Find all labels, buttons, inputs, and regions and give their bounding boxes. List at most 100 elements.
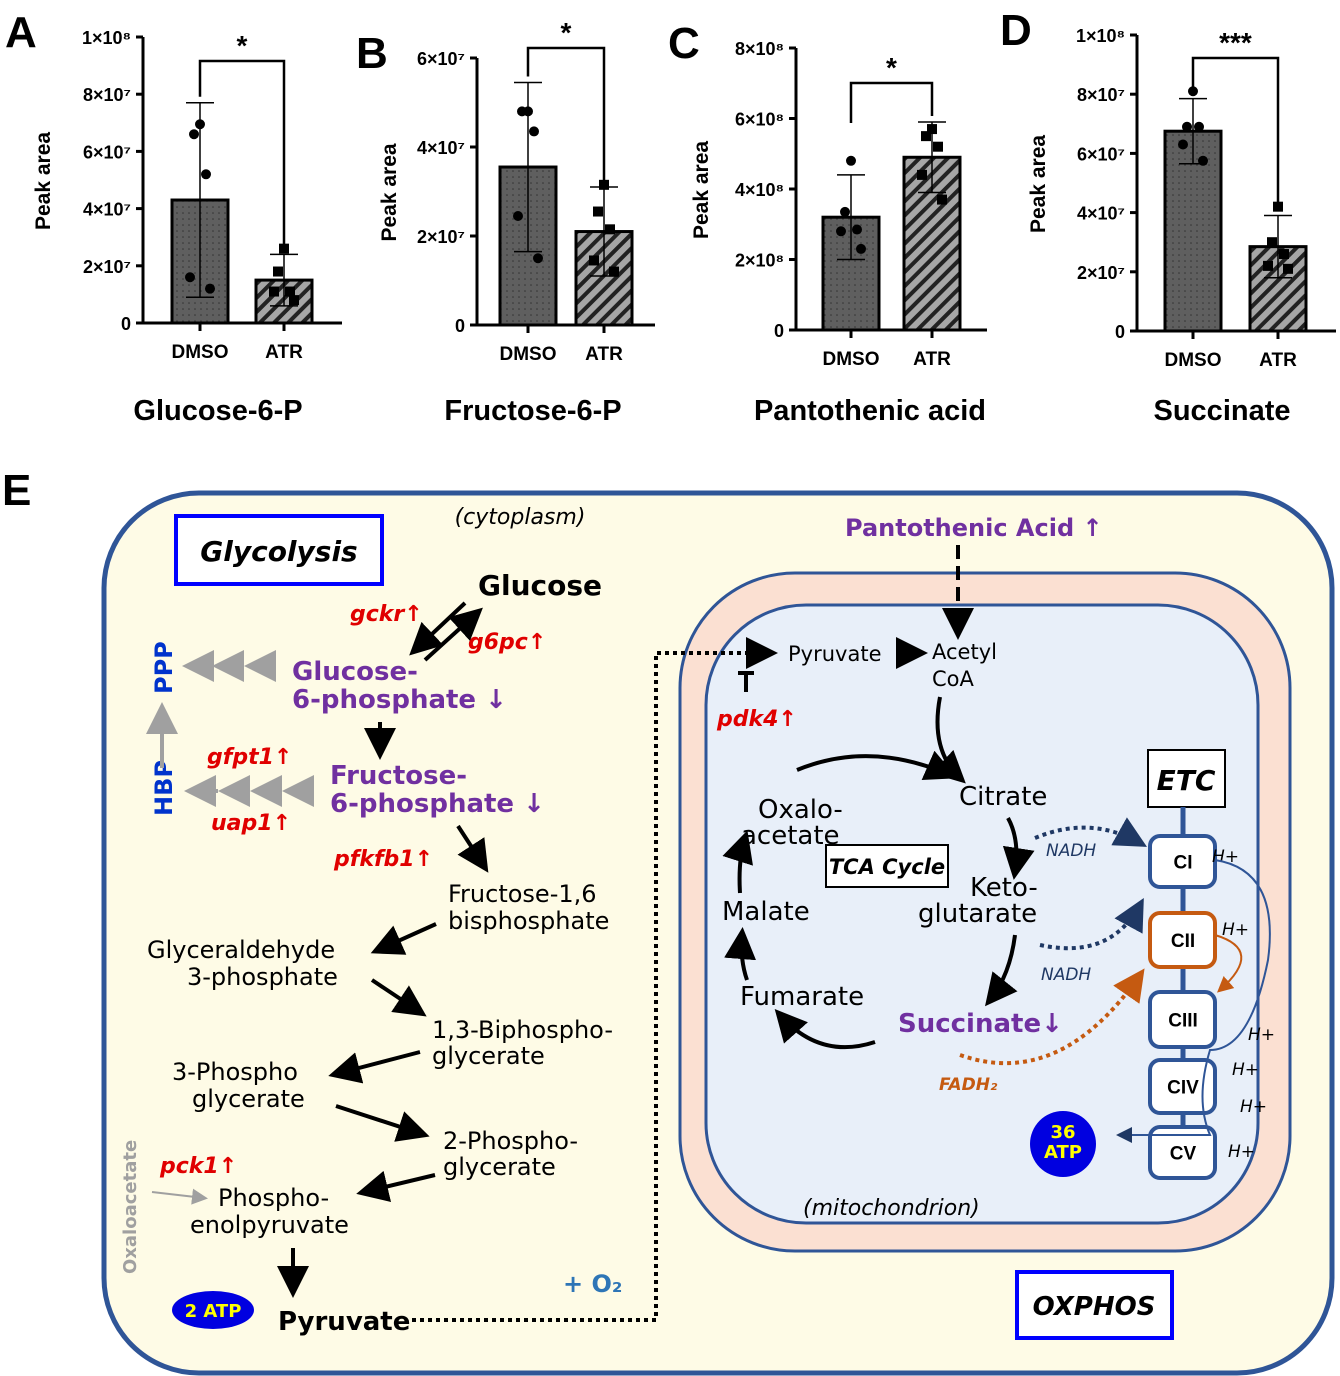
- arrow-oxalo-to-citrate: [796, 750, 958, 781]
- data-point: [1178, 139, 1188, 150]
- proton-label: H+: [1232, 1060, 1259, 1080]
- chart-title: Glucose-6-P: [133, 395, 302, 427]
- complex-label: CI: [1174, 853, 1193, 874]
- y-tick-label: 0: [121, 314, 131, 334]
- arrow-oxaloacetate-to-pep: [151, 1188, 208, 1205]
- 1-3-biphosphoglycerate-line2: glycerate: [432, 1042, 545, 1070]
- y-axis-label: Peak area: [1027, 135, 1050, 233]
- chart-title: Succinate: [1154, 395, 1291, 427]
- fructose-6-phosphate: Fructose-: [330, 761, 467, 791]
- proton-label: H+: [1228, 1142, 1255, 1162]
- arrow-succinate-to-fumarate: [774, 1009, 876, 1050]
- data-point: [1279, 249, 1289, 260]
- data-point: [593, 206, 603, 217]
- data-point: [273, 266, 283, 277]
- y-tick-label: 0: [774, 321, 784, 341]
- 3-phosphoglycerate: 3-Phospho: [172, 1058, 298, 1086]
- oxygen-label: + O₂: [563, 1270, 622, 1298]
- data-point: [1194, 121, 1204, 132]
- data-point: [1263, 260, 1273, 271]
- x-tick-label: DMSO: [172, 342, 229, 363]
- data-point: [195, 119, 205, 130]
- oxaloacetate-side-label: Oxaloacetate: [120, 1140, 141, 1274]
- y-tick-label: 2×10⁷: [83, 257, 131, 277]
- significance-marker: *: [886, 52, 897, 83]
- mitochondrion-label: (mitochondrion): [803, 1196, 980, 1221]
- nadh-label-2: NADH: [1041, 965, 1091, 985]
- oxphos-box: [1015, 1270, 1174, 1340]
- complex-ciii: [1148, 990, 1217, 1049]
- data-point: [513, 210, 523, 221]
- etc-complexes: CI CII CIII CIV CV H+ H+ H+ H+ H+ H+: [1148, 807, 1275, 1180]
- proton-label: H+: [1222, 920, 1249, 940]
- data-point: [533, 253, 543, 264]
- data-point: [605, 224, 615, 235]
- complex-civ: [1148, 1058, 1217, 1115]
- data-point: [921, 131, 931, 142]
- acetyl-coa: Acetyl: [932, 640, 997, 664]
- data-point: [289, 295, 299, 306]
- arrow-to-2pg: [335, 1104, 430, 1142]
- arrow-malate-to-oxalo: [722, 830, 753, 894]
- data-point: [185, 272, 195, 283]
- gene-g6pc: g6pc↑: [468, 630, 546, 655]
- fumarate: Fumarate: [740, 982, 864, 1012]
- complex-ci: [1148, 834, 1217, 889]
- pyruvate-cytoplasm: Pyruvate: [278, 1307, 410, 1337]
- data-point: [1283, 263, 1293, 274]
- fadh2-label: FADH₂: [939, 1075, 998, 1095]
- data-point: [840, 206, 850, 217]
- arrow-citrate-to-keto: [1002, 817, 1035, 880]
- 2-phosphoglycerate: 2-Phospho-: [443, 1127, 578, 1155]
- significance-bracket: [849, 81, 934, 123]
- data-point: [1267, 237, 1277, 248]
- x-tick-label: DMSO: [500, 344, 557, 365]
- nadh-label-1: NADH: [1046, 841, 1096, 861]
- y-tick-label: 2×10⁷: [1077, 263, 1125, 283]
- pathway-diagram: E Glycolysis (cytoplasm) Glucose gckr↑ g…: [2, 466, 1335, 1376]
- fructose-1-6-bisphosphate-line2: bisphosphate: [448, 907, 609, 935]
- x-tick-label: ATR: [585, 344, 623, 365]
- glyceraldehyde-3-phosphate-line2: 3-phosphate: [187, 963, 338, 991]
- y-tick-label: 2×10⁸: [735, 251, 784, 271]
- arrow-to-gap: [370, 922, 437, 955]
- x-tick-label: DMSO: [823, 349, 880, 370]
- oxaloacetate-line2: acetate: [741, 821, 840, 851]
- oxaloacetate: Oxalo-: [758, 795, 843, 825]
- chart-d: D 0 2×10⁷ 4×10⁷ 6×10⁷ 8×10⁷ 1×10⁸ Peak area DMSO…: [1000, 6, 1336, 427]
- significance-bracket: [526, 46, 606, 182]
- y-axis-label: Peak area: [378, 143, 401, 241]
- 1-3-biphosphoglycerate: 1,3-Biphospho-: [432, 1016, 613, 1044]
- proton-label: H+: [1248, 1025, 1275, 1045]
- significance-marker: *: [237, 30, 248, 61]
- etc-box: [1147, 749, 1226, 808]
- significance-marker: *: [561, 17, 572, 48]
- y-tick-label: 1×10⁸: [1076, 26, 1125, 46]
- complex-label: CIII: [1168, 1011, 1198, 1032]
- atp-36-label: ATP: [1044, 1142, 1082, 1163]
- y-tick-label: 4×10⁸: [735, 180, 784, 200]
- fructose-1-6-bisphosphate: Fructose-1,6: [448, 880, 597, 908]
- y-tick-label: 0: [455, 316, 465, 336]
- nadh-arrow-1: [1034, 817, 1147, 847]
- glyceraldehyde-3-phosphate: Glyceraldehyde: [147, 936, 335, 964]
- data-point: [933, 141, 943, 152]
- complex-label: CV: [1170, 1144, 1197, 1165]
- glucose-6-phosphate-line2: 6-phosphate ↓: [292, 685, 507, 715]
- arrow-to-bpg: [370, 978, 427, 1017]
- ketoglutarate: Keto-: [970, 873, 1038, 903]
- y-tick-label: 8×10⁷: [1077, 85, 1125, 105]
- succinate: Succinate↓: [898, 1009, 1063, 1039]
- oxphos-label: OXPHOS: [1033, 1292, 1156, 1322]
- gene-pfkfb1: pfkfb1↑: [333, 847, 433, 872]
- fadh2-arrow: [959, 968, 1145, 1066]
- panel-letter-e: E: [2, 466, 31, 515]
- proton-flow-line: [1116, 859, 1271, 1143]
- gene-pdk4: pdk4↑: [716, 707, 797, 732]
- tca-cycle-label: TCA Cycle: [829, 855, 945, 879]
- data-point: [1182, 121, 1192, 132]
- atp-2-label: 2 ATP: [185, 1301, 242, 1322]
- data-point: [599, 179, 609, 190]
- tca-cycle-box: [825, 844, 949, 888]
